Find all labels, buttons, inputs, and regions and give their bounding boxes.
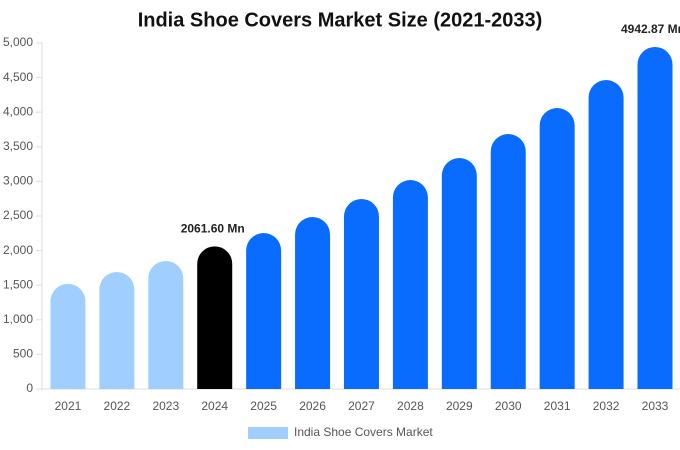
y-tick-label: 0 [26, 381, 33, 395]
x-tick-label: 2024 [201, 399, 228, 413]
y-tick-label: 2,000 [3, 243, 33, 257]
chart-title: India Shoe Covers Market Size (2021-2033… [138, 9, 543, 31]
legend-swatch [248, 427, 288, 439]
bar [99, 272, 135, 389]
y-tick-label: 3,500 [3, 139, 33, 153]
x-tick-label: 2026 [299, 399, 326, 413]
bar [539, 108, 575, 390]
x-tick-label: 2029 [446, 399, 473, 413]
y-tick-label: 1,000 [3, 312, 33, 326]
x-tick-label: 2028 [397, 399, 424, 413]
y-tick-label: 2,500 [3, 208, 33, 222]
bar [588, 80, 624, 389]
x-tick-label: 2033 [642, 399, 669, 413]
legend-label: India Shoe Covers Market [294, 425, 433, 439]
bar [295, 217, 331, 389]
bar [197, 246, 233, 389]
data-label: 2061.60 Mn [181, 222, 245, 236]
bar [246, 233, 282, 389]
y-tick-label: 500 [13, 347, 33, 361]
bar [50, 283, 86, 389]
y-tick-label: 4,500 [3, 70, 33, 84]
y-tick-label: 5,000 [3, 35, 33, 49]
bar [441, 158, 477, 389]
bar [148, 260, 184, 389]
bar [637, 46, 673, 389]
x-tick-label: 2030 [495, 399, 522, 413]
x-tick-label: 2021 [55, 399, 82, 413]
data-label: 4942.87 Mn [621, 22, 680, 36]
x-tick-label: 2031 [544, 399, 571, 413]
y-tick-label: 4,000 [3, 104, 33, 118]
bar [490, 133, 526, 389]
x-tick-label: 2027 [348, 399, 375, 413]
x-tick-label: 2023 [152, 399, 179, 413]
y-tick-label: 3,000 [3, 174, 33, 188]
x-tick-label: 2032 [593, 399, 620, 413]
bar [392, 180, 428, 389]
x-tick-label: 2025 [250, 399, 277, 413]
y-tick-label: 1,500 [3, 277, 33, 291]
bar [343, 198, 379, 389]
x-tick-label: 2022 [104, 399, 131, 413]
